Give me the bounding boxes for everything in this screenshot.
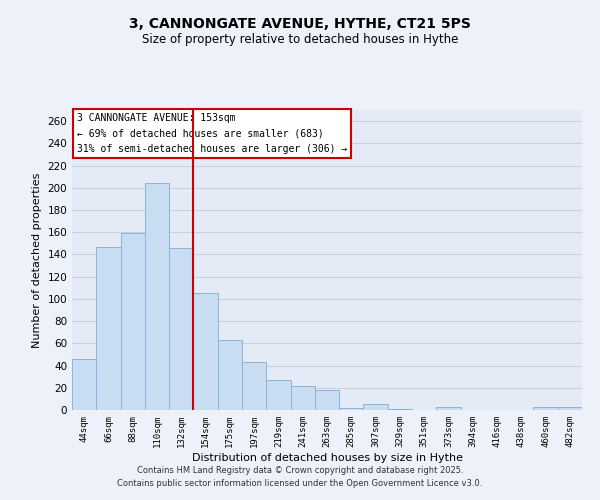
- Bar: [533, 406, 558, 410]
- Bar: [169, 248, 193, 410]
- Bar: [121, 234, 145, 410]
- Bar: [388, 409, 412, 410]
- Bar: [72, 359, 96, 410]
- Bar: [364, 404, 388, 410]
- Bar: [315, 390, 339, 410]
- Bar: [193, 294, 218, 410]
- Bar: [96, 246, 121, 410]
- Bar: [218, 340, 242, 410]
- X-axis label: Distribution of detached houses by size in Hythe: Distribution of detached houses by size …: [191, 452, 463, 462]
- Text: 3, CANNONGATE AVENUE, HYTHE, CT21 5PS: 3, CANNONGATE AVENUE, HYTHE, CT21 5PS: [129, 18, 471, 32]
- Bar: [266, 380, 290, 410]
- Text: Size of property relative to detached houses in Hythe: Size of property relative to detached ho…: [142, 32, 458, 46]
- Bar: [558, 406, 582, 410]
- Y-axis label: Number of detached properties: Number of detached properties: [32, 172, 42, 348]
- Text: 3 CANNONGATE AVENUE: 153sqm
← 69% of detached houses are smaller (683)
31% of se: 3 CANNONGATE AVENUE: 153sqm ← 69% of det…: [77, 113, 347, 154]
- Bar: [436, 406, 461, 410]
- Bar: [242, 362, 266, 410]
- Bar: [339, 408, 364, 410]
- Bar: [145, 184, 169, 410]
- Text: Contains HM Land Registry data © Crown copyright and database right 2025.
Contai: Contains HM Land Registry data © Crown c…: [118, 466, 482, 487]
- Bar: [290, 386, 315, 410]
